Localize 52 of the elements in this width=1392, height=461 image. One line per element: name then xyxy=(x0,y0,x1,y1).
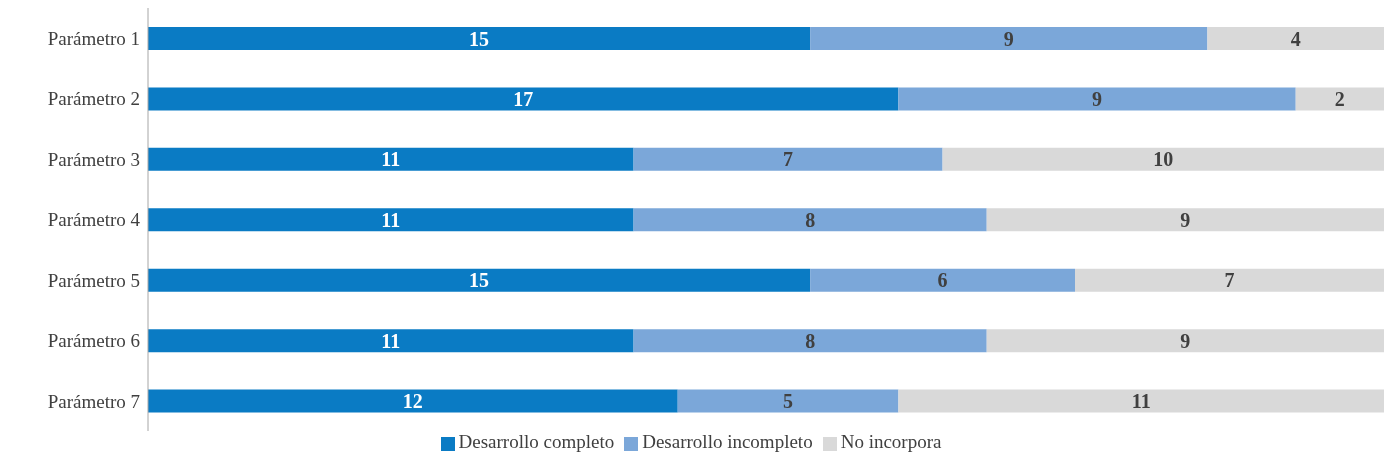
bar xyxy=(942,147,1384,171)
data-label: 11 xyxy=(381,208,401,231)
data-label: 12 xyxy=(402,390,423,413)
y-tick-label: Parámetro 7 xyxy=(47,390,140,412)
bar xyxy=(810,27,1208,50)
data-label: 9 xyxy=(1092,88,1103,111)
bar xyxy=(1207,27,1384,50)
bar xyxy=(148,389,678,413)
data-label: 11 xyxy=(381,148,401,171)
bar xyxy=(898,87,1296,111)
legend-label: Desarrollo completo xyxy=(458,431,615,452)
bar xyxy=(633,208,987,232)
data-label: 15 xyxy=(469,269,490,292)
data-label: 15 xyxy=(469,27,490,50)
bar xyxy=(898,389,1384,413)
bar xyxy=(986,329,1384,353)
data-label: 11 xyxy=(1131,390,1151,413)
bar xyxy=(148,268,811,292)
bar xyxy=(986,208,1384,232)
bar xyxy=(148,208,634,232)
data-label: 5 xyxy=(783,390,794,413)
data-label: 8 xyxy=(805,208,816,231)
bar xyxy=(148,27,811,50)
bar xyxy=(677,389,899,413)
bar xyxy=(633,329,987,353)
y-tick-label: Parámetro 2 xyxy=(47,88,140,110)
data-label: 4 xyxy=(1290,27,1301,50)
bar xyxy=(148,329,634,353)
bar xyxy=(810,268,1075,292)
y-tick-label: Parámetro 4 xyxy=(47,209,141,231)
data-label: 6 xyxy=(937,269,948,292)
data-label: 7 xyxy=(783,148,794,171)
data-label: 9 xyxy=(1180,329,1191,352)
y-tick-label: Parámetro 1 xyxy=(47,27,140,49)
legend-label: Desarrollo incompleto xyxy=(642,431,813,452)
data-label: 8 xyxy=(805,329,816,352)
data-label: 2 xyxy=(1334,88,1345,111)
bar xyxy=(633,147,943,171)
data-label: 10 xyxy=(1153,148,1174,171)
legend-label: No incorpora xyxy=(840,431,942,452)
data-label: 9 xyxy=(1180,208,1191,231)
data-label: 11 xyxy=(381,329,401,352)
y-tick-label: Parámetro 5 xyxy=(47,269,140,291)
data-label: 9 xyxy=(1003,27,1014,50)
y-tick-label: Parámetro 6 xyxy=(47,330,140,352)
data-label: 7 xyxy=(1224,269,1235,292)
bar xyxy=(1295,87,1384,111)
bar xyxy=(148,147,634,171)
bar xyxy=(148,87,899,111)
bar xyxy=(1075,268,1384,292)
y-tick-label: Parámetro 3 xyxy=(47,148,140,170)
data-label: 17 xyxy=(513,88,534,111)
